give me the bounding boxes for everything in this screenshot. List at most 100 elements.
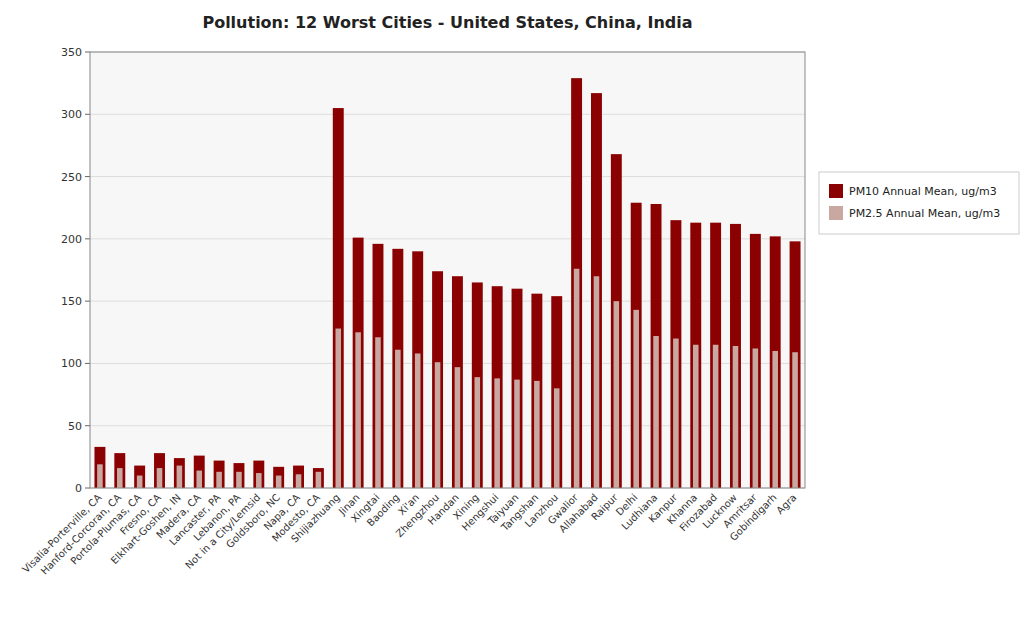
- bar: [531, 294, 542, 488]
- chart-container: Pollution: 12 Worst Cities - United Stat…: [0, 0, 1024, 620]
- y-tick-label: 0: [75, 482, 82, 495]
- bar: [494, 378, 500, 488]
- bar: [253, 461, 264, 488]
- bar: [514, 380, 520, 488]
- bar: [177, 466, 183, 488]
- bar: [670, 220, 681, 488]
- bar: [415, 353, 421, 488]
- y-tick: [85, 114, 90, 115]
- bar: [594, 276, 600, 488]
- bar: [753, 348, 759, 488]
- bar: [693, 345, 699, 488]
- bar: [114, 453, 125, 488]
- y-tick-label: 150: [61, 295, 82, 308]
- bar: [472, 282, 483, 488]
- bar: [651, 204, 662, 488]
- bar: [770, 236, 781, 488]
- bar: [591, 93, 602, 488]
- legend: PM10 Annual Mean, ug/m3PM2.5 Annual Mean…: [819, 172, 1019, 234]
- bar: [276, 476, 282, 488]
- bar: [432, 271, 443, 488]
- x-tick-label: Gobindigarh: [728, 492, 779, 543]
- bar: [392, 249, 403, 488]
- bar: [256, 473, 262, 488]
- bar: [673, 339, 679, 488]
- bar: [435, 362, 441, 488]
- bar: [395, 350, 401, 488]
- bar: [710, 223, 721, 488]
- bar: [633, 310, 639, 488]
- chart-svg: Pollution: 12 Worst Cities - United Stat…: [0, 0, 1024, 620]
- bar: [137, 476, 143, 488]
- x-tick-label: Not in a City/Lemsid: [183, 492, 262, 571]
- legend-swatch: [829, 184, 843, 198]
- bar: [772, 351, 778, 488]
- y-tick-label: 100: [61, 357, 82, 370]
- bar: [174, 458, 185, 488]
- bar: [750, 234, 761, 488]
- bar: [551, 296, 562, 488]
- bar: [97, 464, 103, 488]
- grid: [90, 52, 805, 488]
- bar: [790, 241, 801, 488]
- bar: [196, 471, 202, 488]
- bar: [353, 238, 364, 488]
- grid-line: [90, 114, 805, 115]
- bar: [713, 345, 719, 488]
- bar: [631, 203, 642, 488]
- bar: [355, 332, 361, 488]
- y-tick: [85, 301, 90, 302]
- bar: [412, 251, 423, 488]
- y-tick: [85, 363, 90, 364]
- title: Pollution: 12 Worst Cities - United Stat…: [202, 13, 692, 32]
- bar: [194, 456, 205, 488]
- legend-label: PM2.5 Annual Mean, ug/m3: [849, 207, 1000, 220]
- bar: [313, 468, 324, 488]
- bar: [455, 367, 461, 488]
- x-tick-label: Shijiazhuang: [289, 492, 342, 545]
- bar: [534, 381, 540, 488]
- bar: [94, 447, 105, 488]
- bar: [792, 352, 798, 488]
- x-tick-label: Agra: [774, 492, 798, 516]
- bar: [512, 289, 523, 488]
- bar: [475, 377, 481, 488]
- legend-box: [819, 172, 1019, 234]
- plot-area: [90, 52, 805, 488]
- bar: [333, 108, 344, 488]
- bar: [154, 453, 165, 488]
- bar: [452, 276, 463, 488]
- y-tick-label: 300: [61, 108, 82, 121]
- bar: [571, 78, 582, 488]
- bar: [293, 466, 304, 488]
- bar: [335, 329, 341, 488]
- bar: [690, 223, 701, 488]
- y-tick-label: 200: [61, 233, 82, 246]
- bar: [316, 472, 322, 488]
- legend-swatch: [829, 206, 843, 220]
- y-tick: [85, 488, 90, 489]
- bar: [214, 461, 225, 488]
- bar: [134, 466, 145, 488]
- bar: [375, 337, 381, 488]
- bar: [733, 346, 739, 488]
- y-tick: [85, 52, 90, 53]
- bar: [611, 154, 622, 488]
- y-tick-label: 350: [61, 46, 82, 59]
- y-tick-label: 250: [61, 171, 82, 184]
- bar: [273, 467, 284, 488]
- bar: [653, 336, 659, 488]
- grid-line: [90, 176, 805, 177]
- plot-frame: [90, 52, 805, 488]
- x-tick-label: Visalia-Porterville, CA: [20, 492, 103, 575]
- y-tick: [85, 425, 90, 426]
- y-tick: [85, 238, 90, 239]
- page: {"chart_data": {"type": "bar", "title": …: [0, 0, 1024, 620]
- x-tick-label: Hanford-Corcoran, CA: [39, 492, 124, 577]
- bar: [296, 474, 302, 488]
- bars: [94, 78, 800, 488]
- bar: [730, 224, 741, 488]
- bar: [216, 472, 222, 488]
- bar: [614, 301, 620, 488]
- bar: [373, 244, 384, 488]
